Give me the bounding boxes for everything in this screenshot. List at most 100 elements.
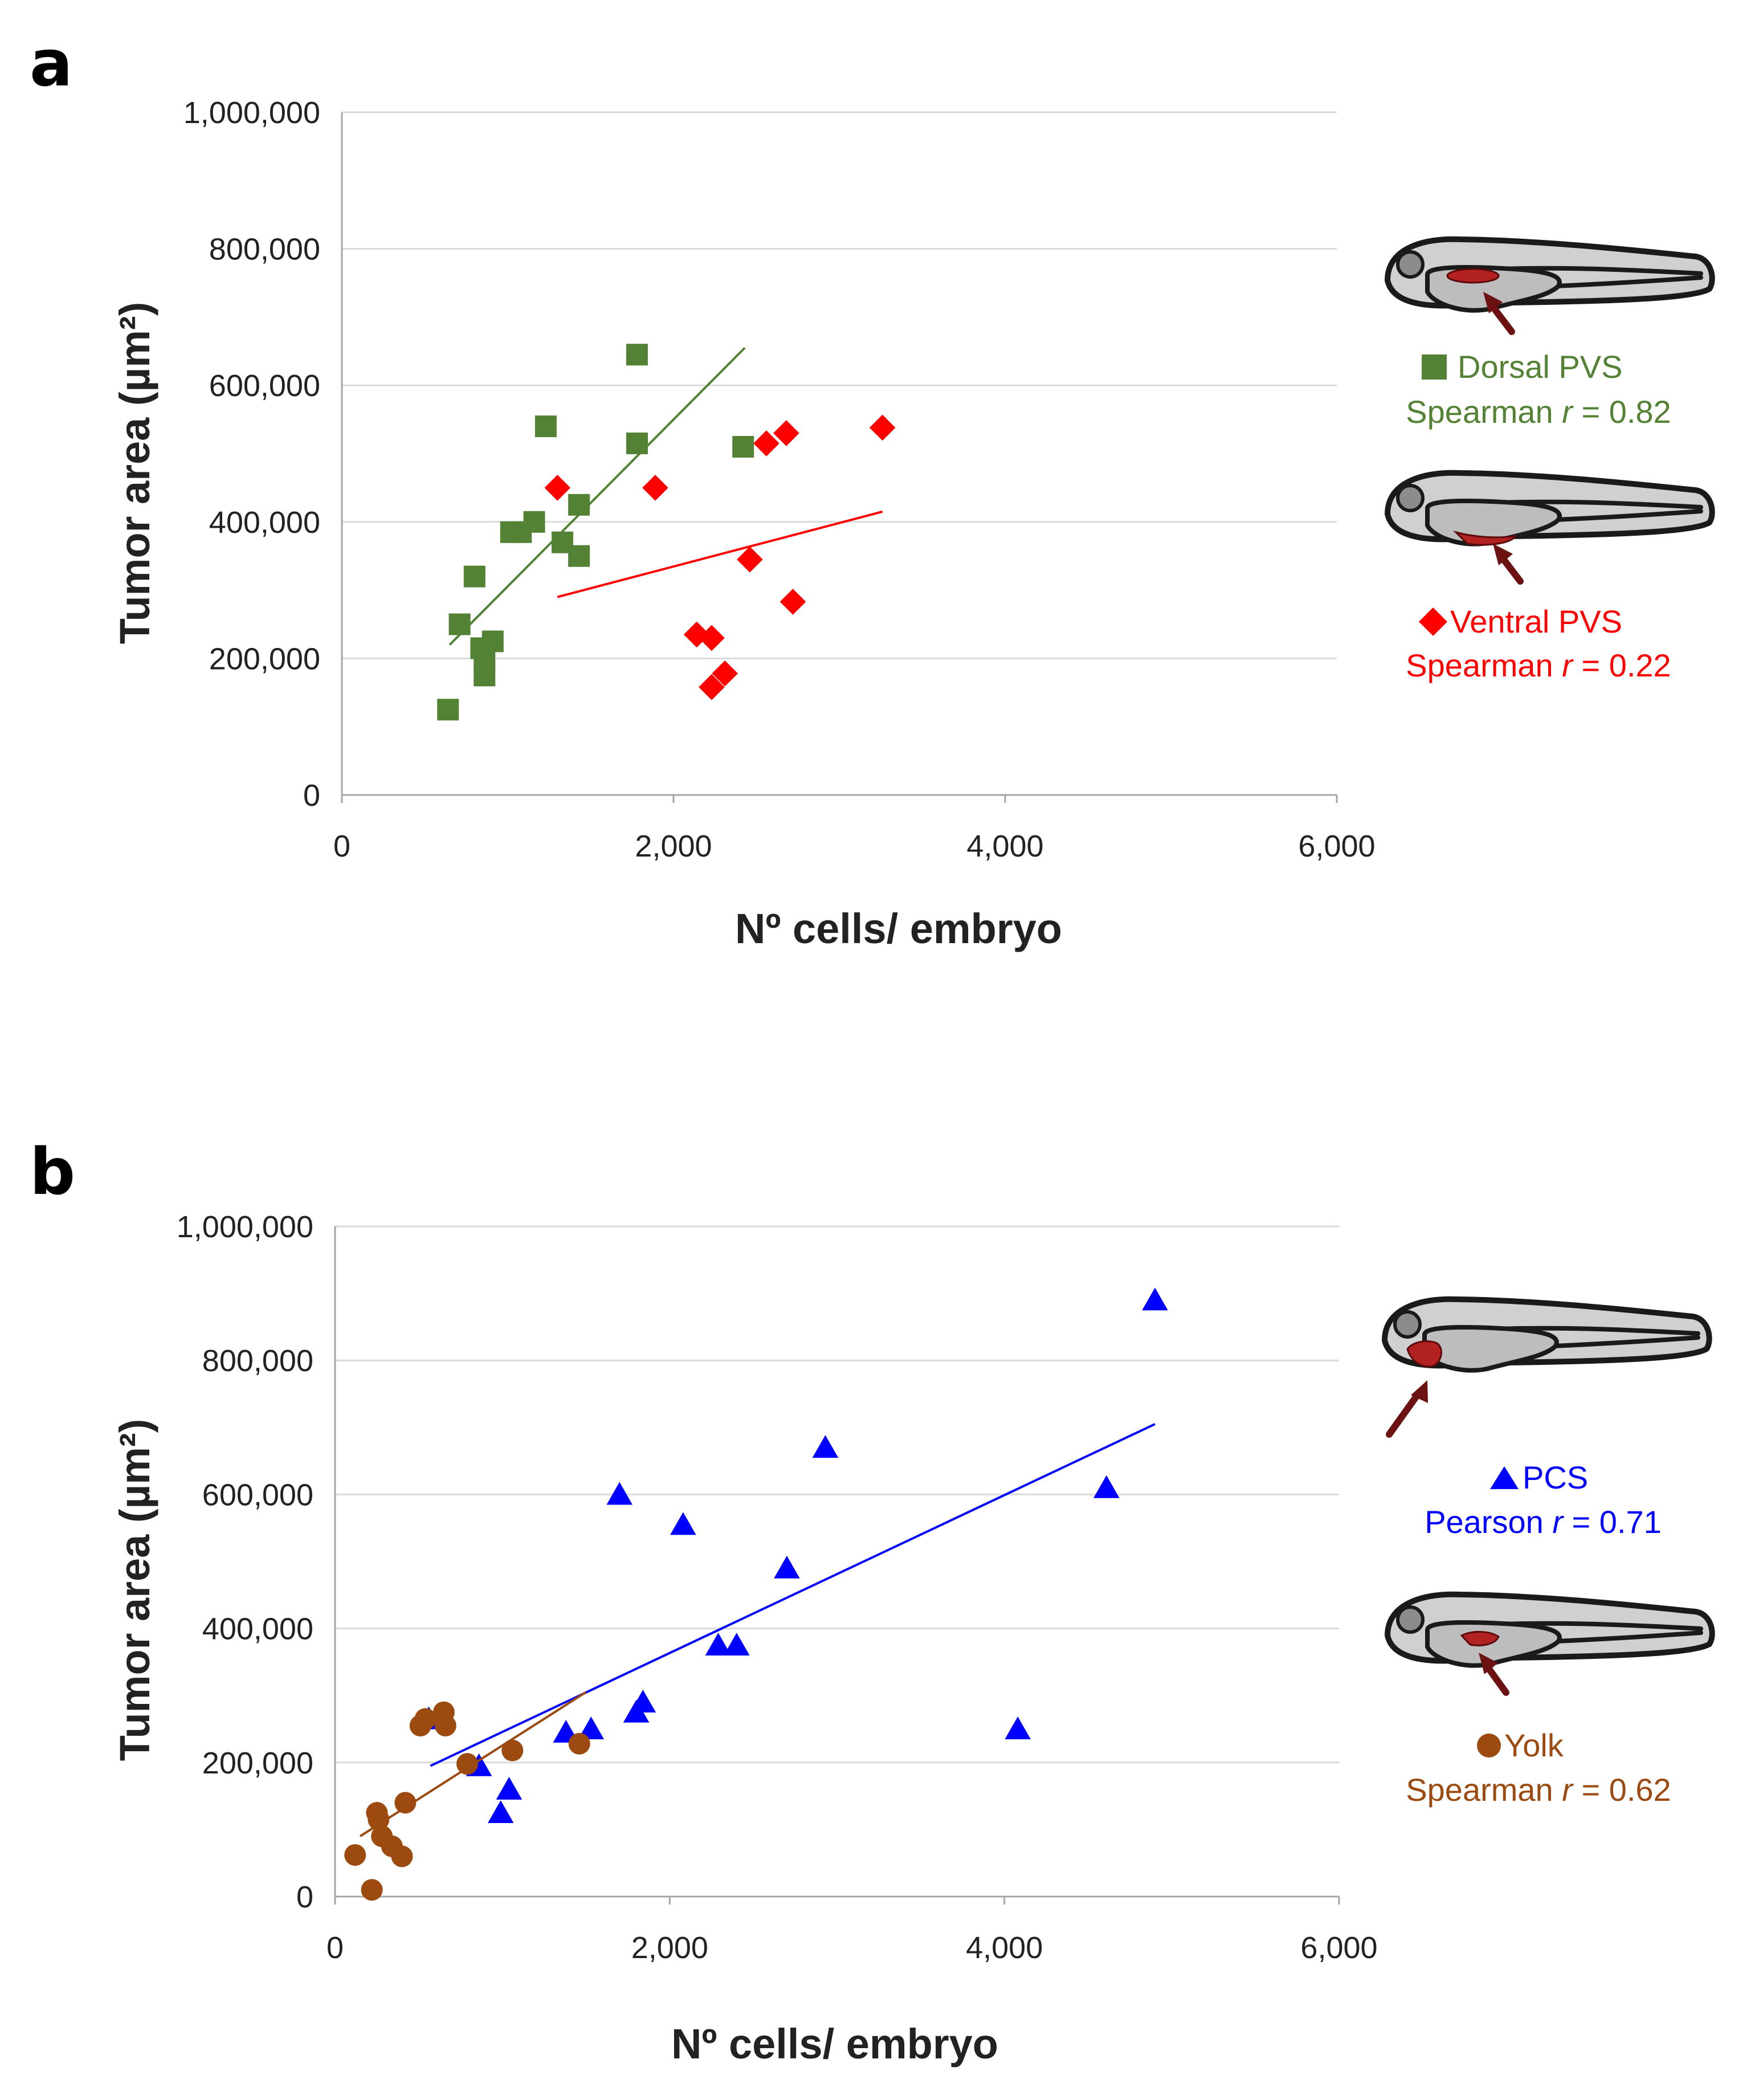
data-point-ventral-pvs [544,475,571,501]
y-tick-label-a: 400,000 [209,505,320,540]
x-tick-label-b: 2,000 [631,1931,708,1965]
data-point-pcs [774,1555,800,1579]
data-point-pcs [496,1776,523,1800]
data-point-yolk [434,1715,456,1737]
x-axis-title-a: Nº cells/ embryo [735,905,1062,952]
data-point-dorsal-pvs [568,494,590,516]
legend-yolk-name: Yolk [1504,1727,1564,1763]
y-tick-label-a: 800,000 [209,233,320,267]
data-point-ventral-pvs [869,414,896,441]
data-point-dorsal-pvs [523,511,545,533]
data-point-dorsal-pvs [534,415,557,438]
data-point-ventral-pvs [773,420,799,446]
data-point-dorsal-pvs [481,630,504,653]
fish-yolk-illustration [1385,1591,1715,1696]
fish-pcs-illustration [1382,1296,1712,1438]
legend-ventral-pvs-stat: Spearman r = 0.22 [1406,647,1671,683]
data-point-ventral-pvs [642,475,668,501]
legend-square-marker [1422,354,1447,380]
y-tick-label-b: 200,000 [202,1746,313,1780]
data-point-pcs [724,1633,750,1656]
data-point-dorsal-pvs [568,545,590,567]
data-point-pcs [1093,1475,1120,1498]
x-axis-title-b: Nº cells/ embryo [671,2020,998,2068]
x-tick-label-b: 0 [327,1931,344,1965]
y-tick-label-b: 1,000,000 [177,1210,313,1244]
data-point-dorsal-pvs [448,613,471,635]
y-axis-title-a: Tumor area (µm²) [111,302,158,644]
legend-dorsal-pvs: Dorsal PVS Spearman r = 0.82 [1406,349,1671,430]
x-tick-label-b: 4,000 [966,1931,1043,1965]
data-point-pcs [487,1800,514,1824]
trendline-dorsal-pvs [448,346,746,646]
data-point-ventral-pvs [737,546,763,573]
data-point-dorsal-pvs [732,436,754,458]
panel-b-label: b [30,1135,75,1209]
data-point-dorsal-pvs [626,344,648,366]
data-point-yolk [391,1845,413,1867]
trendline-ventral-pvs [557,510,883,598]
x-tick-label-b: 6,000 [1300,1931,1377,1965]
legend-yolk: Yolk Spearman r = 0.62 [1406,1727,1671,1808]
data-point-yolk [344,1844,366,1866]
tumor-marker-yolk [1460,1630,1500,1646]
data-point-pcs [578,1716,605,1740]
fish-ventral-pvs-illustration [1385,470,1715,585]
data-point-ventral-pvs [699,625,725,651]
trendline-yolk [359,1691,587,1837]
trendline-pcs [430,1423,1156,1767]
legend-triangle-marker [1490,1466,1519,1489]
data-point-ventral-pvs [780,589,806,615]
data-point-yolk [394,1792,417,1814]
legend-pcs: PCS Pearson r = 0.71 [1425,1459,1662,1540]
data-point-pcs [670,1512,696,1535]
data-point-pcs [1005,1716,1031,1740]
data-point-yolk [501,1739,524,1761]
legend-dorsal-pvs-stat: Spearman r = 0.82 [1406,394,1671,430]
legend-pcs-name: PCS [1523,1459,1588,1495]
plot-a: 0 200,000 400,000 600,000 800,000 1,000,000 0 2… [183,96,1376,863]
x-tick-label-a: 4,000 [966,829,1043,863]
data-point-pcs [606,1482,633,1505]
data-point-pcs [705,1633,732,1656]
data-point-yolk [456,1753,478,1775]
legend-pcs-stat: Pearson r = 0.71 [1425,1504,1662,1540]
tumor-marker-pcs [1406,1340,1442,1368]
data-point-dorsal-pvs [463,565,485,588]
legend-ventral-pvs: Ventral PVS Spearman r = 0.22 [1406,604,1671,683]
y-tick-label-a: 0 [303,778,320,813]
data-point-ventral-pvs [712,660,738,687]
tumor-marker-dorsal [1446,268,1500,284]
x-tick-label-a: 6,000 [1298,829,1375,863]
y-tick-label-a: 1,000,000 [183,96,320,130]
data-point-ventral-pvs [753,430,780,456]
data-point-pcs [1142,1287,1168,1311]
data-point-yolk [368,1808,390,1830]
legend-ventral-pvs-name: Ventral PVS [1450,604,1622,639]
data-point-dorsal-pvs [437,699,459,721]
data-point-yolk [414,1708,436,1730]
data-point-pcs [630,1690,656,1713]
tumor-marker-ventral [1452,531,1517,546]
x-tick-label-a: 0 [333,829,350,863]
legend-dorsal-pvs-name: Dorsal PVS [1458,349,1622,385]
y-tick-label-b: 400,000 [202,1612,313,1646]
plot-b: 0 200,000 400,000 600,000 800,000 1,000,000 0 2… [177,1210,1378,1965]
data-point-yolk [568,1732,590,1755]
legend-diamond-marker [1419,607,1447,636]
y-tick-label-b: 0 [296,1880,313,1914]
y-tick-label-a: 600,000 [209,369,320,403]
fish-dorsal-pvs-illustration [1385,236,1715,335]
y-tick-label-b: 600,000 [202,1478,313,1512]
data-point-pcs [812,1435,839,1458]
y-tick-label-b: 800,000 [202,1344,313,1378]
legend-circle-marker [1477,1734,1501,1758]
data-point-dorsal-pvs [626,433,648,455]
y-tick-label-a: 200,000 [209,642,320,676]
legend-yolk-stat: Spearman r = 0.62 [1406,1772,1671,1808]
x-tick-label-a: 2,000 [635,829,712,863]
y-axis-title-b: Tumor area (µm²) [111,1419,158,1761]
data-point-ventral-pvs [699,674,725,700]
data-point-yolk [361,1879,383,1901]
